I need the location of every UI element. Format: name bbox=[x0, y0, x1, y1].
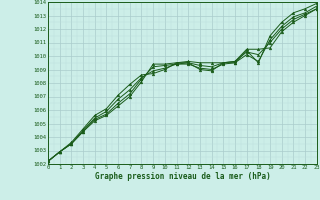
X-axis label: Graphe pression niveau de la mer (hPa): Graphe pression niveau de la mer (hPa) bbox=[94, 172, 270, 181]
